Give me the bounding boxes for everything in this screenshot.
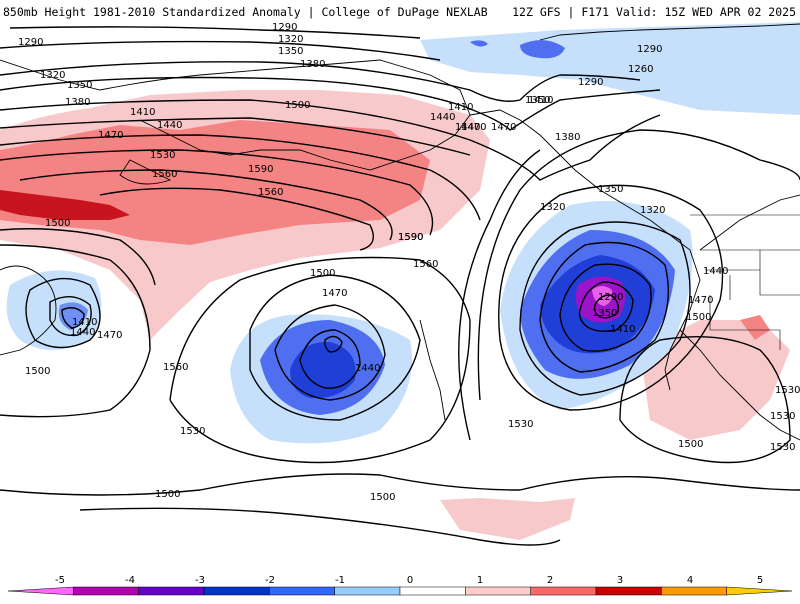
contour-label: 1470 xyxy=(98,130,123,141)
contour-label: 1290 xyxy=(272,22,297,33)
colorbar-tick-label: -2 xyxy=(265,575,275,586)
header: 850mb Height 1981-2010 Standardized Anom… xyxy=(0,0,800,20)
anomaly-colorbar: -5 -4 -3 -2 -1 0 1 2 3 4 5 xyxy=(0,572,800,600)
colorbar-segment xyxy=(203,586,270,596)
contour-label: 1530 xyxy=(150,150,175,161)
contour-label: 1410 xyxy=(610,324,635,335)
contour-label: 1410 xyxy=(72,317,97,328)
contour-label: 1500 xyxy=(25,366,50,377)
contour-label: 1440 xyxy=(355,363,380,374)
contour-label: 1530 xyxy=(180,426,205,437)
contour-label: 1440 xyxy=(70,327,95,338)
contour-label: 1380 xyxy=(555,132,580,143)
contour-label: 1500 xyxy=(310,268,335,279)
contour-label: 1350 xyxy=(278,46,303,57)
map-title: 850mb Height 1981-2010 Standardized Anom… xyxy=(3,5,488,19)
colorbar-tick-label: 0 xyxy=(407,575,413,586)
contour-label: 1500 xyxy=(678,439,703,450)
anomaly-negative-1-north xyxy=(420,22,800,115)
colorbar-segments xyxy=(7,586,793,596)
contour-label: 1350 xyxy=(592,308,617,319)
contour-label: 1440 xyxy=(455,122,480,133)
contour-label: 1380 xyxy=(65,97,90,108)
colorbar-segment xyxy=(73,586,139,596)
contour-label: 1530 xyxy=(770,411,795,422)
contour-label: 1590 xyxy=(248,164,273,175)
political-borders xyxy=(690,214,800,350)
contour-label: 1260 xyxy=(628,64,653,75)
colorbar-segment xyxy=(726,586,793,596)
contour-label: 1410 xyxy=(528,95,553,106)
contour-label: 1290 xyxy=(578,77,603,88)
contour-label: 1350 xyxy=(67,80,92,91)
colorbar-tick-label: 5 xyxy=(757,575,763,586)
colorbar-ticks: -5 -4 -3 -2 -1 0 1 2 3 4 5 xyxy=(55,575,763,586)
contour-label: 1470 xyxy=(97,330,122,341)
height-contours xyxy=(0,26,800,546)
colorbar-segment xyxy=(334,586,401,596)
anomaly-negative-2-north xyxy=(520,40,565,59)
contour-label: 1470 xyxy=(491,122,516,133)
colorbar-tick-label: -4 xyxy=(125,575,135,586)
contour-label: 1560 xyxy=(163,362,188,373)
contour-label: 1500 xyxy=(285,100,310,111)
contour-label: 1380 xyxy=(300,59,325,70)
colorbar-tick-label: -1 xyxy=(335,575,345,586)
contour-label: 1590 xyxy=(398,232,423,243)
colorbar-segment xyxy=(269,586,335,596)
colorbar-tick-label: 1 xyxy=(477,575,483,586)
contour-label: 1440 xyxy=(703,266,728,277)
anomaly-positive-small-south xyxy=(440,498,575,540)
model-run-info: 12Z GFS | F171 Valid: 15Z WED APR 02 202… xyxy=(512,5,796,19)
contour-label: 1350 xyxy=(525,95,550,106)
weather-map: 1290 1290 1320 1350 1380 1290 1260 1290 1320 1350… xyxy=(0,20,800,572)
contour-label: 1290 xyxy=(637,44,662,55)
contour-label: 1410 xyxy=(448,102,473,113)
colorbar-segment xyxy=(661,586,727,596)
contour-label: 1320 xyxy=(540,202,565,213)
contour-label: 1560 xyxy=(413,259,438,270)
contour-label: 1500 xyxy=(45,218,70,229)
colorbar-tick-label: 3 xyxy=(617,575,623,586)
contour-label: 1290 xyxy=(18,37,43,48)
contour-label: 1320 xyxy=(640,205,665,216)
anomaly-shading xyxy=(0,22,800,540)
contour-label: 1530 xyxy=(508,419,533,430)
colorbar-segment xyxy=(7,586,74,596)
colorbar-segment xyxy=(530,586,597,596)
contour-label: 1440 xyxy=(430,112,455,123)
colorbar-segment xyxy=(465,586,531,596)
contour-label: 1560 xyxy=(258,187,283,198)
contour-label: 1560 xyxy=(152,169,177,180)
contour-label: 1500 xyxy=(370,492,395,503)
contour-label: 1500 xyxy=(155,489,180,500)
contour-label: 1470 xyxy=(461,122,486,133)
contour-label: 1320 xyxy=(278,34,303,45)
anomaly-negative-2-north-small xyxy=(470,40,488,47)
contour-label: 1440 xyxy=(157,120,182,131)
contour-labels: 1290129013201350138012901260129013201350… xyxy=(18,22,800,503)
contour-label: 1320 xyxy=(40,70,65,81)
contour-label: 1530 xyxy=(770,442,795,453)
colorbar-segment xyxy=(399,586,466,596)
colorbar-tick-label: 4 xyxy=(687,575,693,586)
contour-label: 1500 xyxy=(686,312,711,323)
colorbar-segment xyxy=(595,586,662,596)
contour-label: 1590 xyxy=(398,232,423,243)
anomaly-negative-3-central-low xyxy=(290,341,356,399)
colorbar-tick-label: 2 xyxy=(547,575,553,586)
contour-label: 1530 xyxy=(775,385,800,396)
colorbar-tick-label: -3 xyxy=(195,575,205,586)
anomaly-positive-southwest-us-2 xyxy=(740,315,770,340)
anomaly-positive-southwest-us xyxy=(640,320,790,440)
contour-label: 1410 xyxy=(130,107,155,118)
colorbar-segment xyxy=(138,586,205,596)
anomaly-positive-3 xyxy=(0,190,130,220)
colorbar-tick-label: -5 xyxy=(55,575,65,586)
contour-label: 1470 xyxy=(688,295,713,306)
contour-label: 1470 xyxy=(322,288,347,299)
contour-label: 1290 xyxy=(598,292,623,303)
contour-label: 1350 xyxy=(598,184,623,195)
